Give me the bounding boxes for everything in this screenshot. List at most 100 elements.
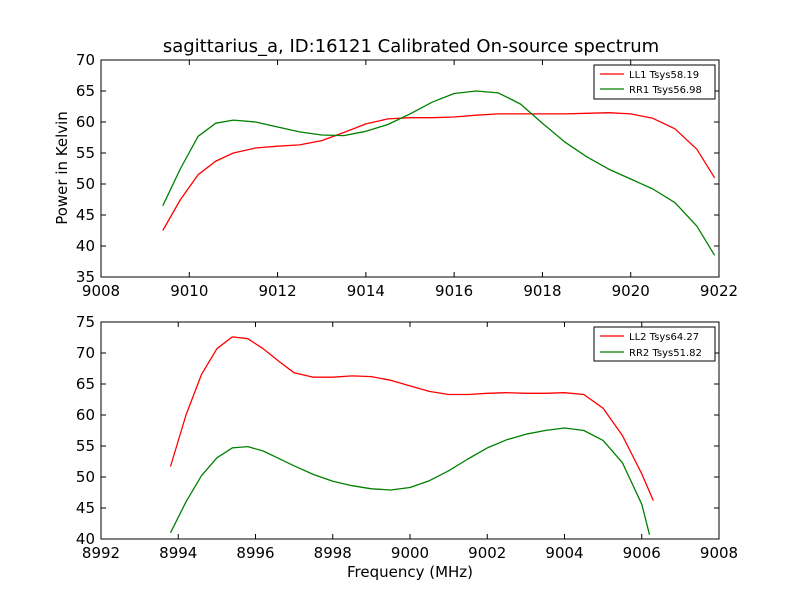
top-series-0-point xyxy=(476,115,477,116)
top-series-1-point xyxy=(365,131,366,132)
bot-series-1-point xyxy=(649,534,650,535)
top-series-0-point xyxy=(387,118,388,119)
bottom-legend-box xyxy=(593,326,716,362)
chart-title: sagittarius_a, ID:16121 Calibrated On-so… xyxy=(163,36,659,57)
top-series-0-point xyxy=(714,177,715,178)
x-axis-label: Frequency (MHz) xyxy=(347,563,473,581)
top-x-axis: 9008 9010 9012 9014 9016 9018 9020 9022 xyxy=(82,60,738,300)
top-series-1-point xyxy=(652,188,653,189)
top-series-line-1 xyxy=(162,90,716,256)
top-series-0-point xyxy=(586,113,587,114)
bottom-legend-label-ll2: LL2 Tsys64.27 xyxy=(629,332,699,343)
bot-series-1-point xyxy=(247,446,248,447)
bot-series-1-point xyxy=(201,475,202,476)
bot-series-1-point xyxy=(352,485,353,486)
bot-series-1-point xyxy=(429,480,430,481)
bot-series-1-point xyxy=(332,481,333,482)
top-y-tick-label: 60 xyxy=(76,113,95,131)
top-series-1-point xyxy=(520,103,521,104)
bot-x-tick-label: 8994 xyxy=(159,544,197,562)
bot-series-0-point xyxy=(564,392,565,393)
bot-x-tick-label: 8996 xyxy=(236,544,274,562)
bottom-y-axis: 40 45 50 55 60 65 70 75 xyxy=(76,313,719,548)
bot-series-0-point xyxy=(170,466,171,467)
top-series-1-point xyxy=(277,126,278,127)
top-series-1-point xyxy=(432,102,433,103)
bot-y-tick-label: 45 xyxy=(76,499,95,517)
top-series-group xyxy=(162,90,716,256)
bot-series-1-point xyxy=(564,427,565,428)
bot-series-0-point xyxy=(467,394,468,395)
top-series-1-point xyxy=(387,124,388,125)
bot-series-0-point xyxy=(448,394,449,395)
top-legend-label-rr1: RR1 Tsys56.98 xyxy=(629,85,702,96)
top-series-1-point xyxy=(564,141,565,142)
bot-series-1-point xyxy=(487,447,488,448)
bot-series-1-point xyxy=(448,470,449,471)
top-series-0-point xyxy=(542,113,543,114)
bot-x-tick-label: 9002 xyxy=(468,544,506,562)
top-y-tick-label: 65 xyxy=(76,82,95,100)
bot-y-tick-label: 60 xyxy=(76,406,95,424)
top-series-1-point xyxy=(630,178,631,179)
bot-series-0-point xyxy=(429,391,430,392)
bot-x-tick-label: 8992 xyxy=(82,544,120,562)
top-series-1-point xyxy=(454,93,455,94)
top-series-0-point xyxy=(696,149,697,150)
bot-series-0-point xyxy=(232,336,233,337)
bot-series-0-point xyxy=(352,375,353,376)
bot-series-1-point xyxy=(467,458,468,459)
bottom-legend-label-rr2: RR2 Tsys51.82 xyxy=(629,348,702,359)
bot-series-1-point xyxy=(278,458,279,459)
bot-y-tick-label: 40 xyxy=(76,530,95,548)
top-x-tick-label: 9014 xyxy=(347,282,385,300)
top-series-1-point xyxy=(321,134,322,135)
top-x-tick-label: 9016 xyxy=(435,282,473,300)
bot-series-1-point xyxy=(409,487,410,488)
bot-x-tick-label: 9004 xyxy=(545,544,583,562)
top-series-1-point xyxy=(198,136,199,137)
bot-series-line-1 xyxy=(169,427,651,535)
top-y-tick-label: 40 xyxy=(76,237,95,255)
bot-series-1-point xyxy=(545,430,546,431)
top-series-0-point xyxy=(198,174,199,175)
bot-series-1-point xyxy=(390,489,391,490)
bot-series-0-point xyxy=(278,361,279,362)
top-subplot: 9008 9010 9012 9014 9016 9018 9020 9022 35 40 45 5… xyxy=(53,51,738,300)
top-series-0-point xyxy=(215,161,216,162)
top-x-tick-label: 9010 xyxy=(170,282,208,300)
bot-series-1-point xyxy=(313,474,314,475)
bot-series-1-point xyxy=(641,504,642,505)
bot-series-0-point xyxy=(201,374,202,375)
top-series-1-point xyxy=(476,90,477,91)
top-series-1-point xyxy=(343,135,344,136)
bot-series-0-point xyxy=(263,348,264,349)
bot-series-0-point xyxy=(506,392,507,393)
bot-series-0-point xyxy=(294,372,295,373)
top-series-0-point xyxy=(520,113,521,114)
bot-series-0-point xyxy=(332,377,333,378)
top-x-tick-label: 9022 xyxy=(700,282,738,300)
top-x-tick-label: 9020 xyxy=(612,282,650,300)
top-series-0-point xyxy=(343,132,344,133)
bot-series-0-point xyxy=(653,500,654,501)
top-series-0-point xyxy=(255,147,256,148)
bot-series-0-point xyxy=(641,473,642,474)
bot-series-0-point xyxy=(525,393,526,394)
bot-series-1-point xyxy=(525,434,526,435)
top-y-tick-label: 35 xyxy=(76,268,95,286)
top-x-tick-label: 9008 xyxy=(82,282,120,300)
top-series-1-point xyxy=(586,156,587,157)
bot-series-1-point xyxy=(170,532,171,533)
bot-series-1-point xyxy=(232,447,233,448)
top-series-0-point xyxy=(277,146,278,147)
bot-x-tick-label: 9000 xyxy=(391,544,429,562)
bot-series-1-point xyxy=(583,430,584,431)
top-series-0-point xyxy=(454,116,455,117)
top-series-0-point xyxy=(162,230,163,231)
top-y-axis: 35 40 45 50 55 60 65 70 xyxy=(76,51,719,286)
top-series-0-point xyxy=(321,140,322,141)
top-series-line-0 xyxy=(162,112,716,231)
bot-series-1-point xyxy=(371,488,372,489)
